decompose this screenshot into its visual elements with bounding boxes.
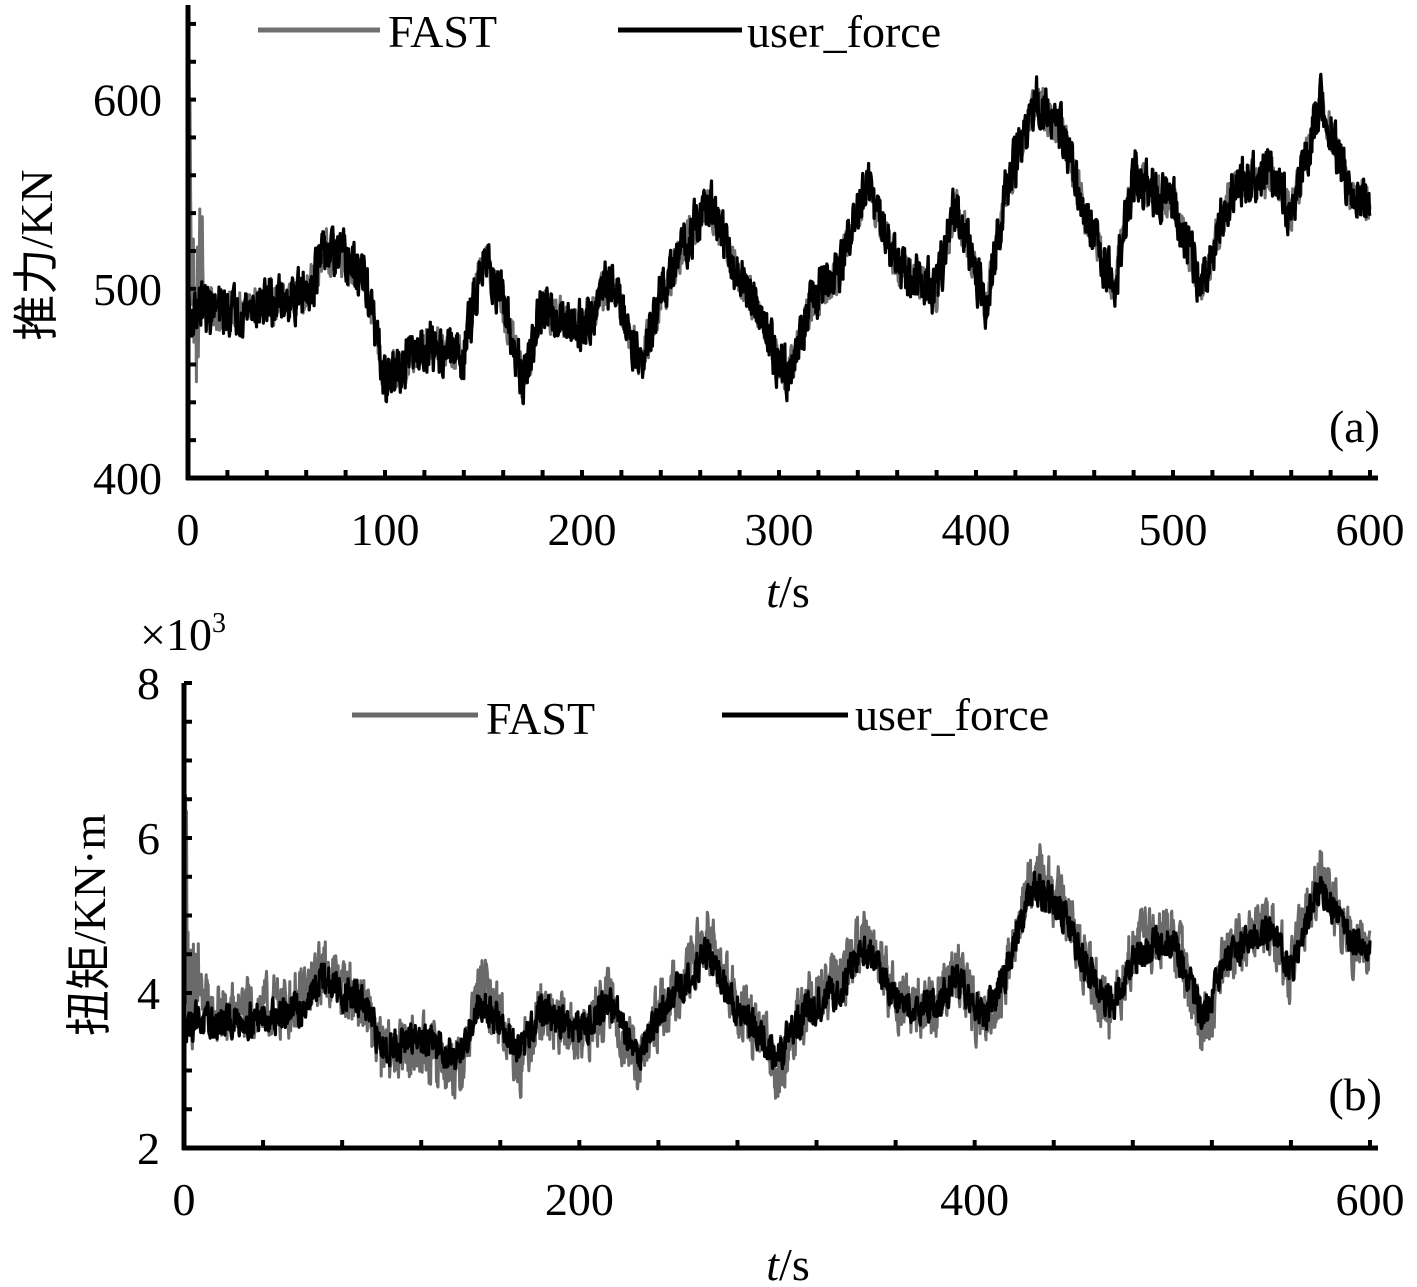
chart-a-ticks bbox=[188, 21, 1372, 478]
chart-b-series-user-force bbox=[182, 870, 1372, 1071]
chart-b-x-axis-title: t/s bbox=[766, 1239, 809, 1287]
chart-a-legend-label-fast: FAST bbox=[388, 6, 497, 57]
chart-a-x-tick-label: 500 bbox=[1139, 504, 1208, 555]
chart-b-panel-tag: (b) bbox=[1328, 1069, 1382, 1120]
chart-a-series-fast bbox=[186, 4, 1372, 399]
chart-b-legend-label-user-force: user_force bbox=[855, 689, 1049, 740]
chart-a-x-tick-label: 600 bbox=[1336, 504, 1405, 555]
chart-b-x-tick-label: 0 bbox=[173, 1174, 196, 1225]
chart-b-x-tick-label: 200 bbox=[545, 1174, 614, 1225]
chart-b-multiplier-base: ×10 bbox=[140, 609, 212, 660]
chart-a-y-tick-label: 600 bbox=[93, 75, 162, 126]
chart-a-tick-labels: 0 100 200 300 400 500 600 400 500 600 bbox=[93, 75, 1405, 555]
chart-a-legend-label-user-force: user_force bbox=[747, 6, 941, 57]
chart-a-series-user-force bbox=[186, 72, 1372, 406]
chart-a-x-axis-unit: /s bbox=[779, 566, 810, 617]
chart-b-tick-labels: 0 200 400 600 2 4 6 8 bbox=[137, 658, 1405, 1225]
chart-b-multiplier: ×103 bbox=[140, 608, 226, 660]
chart-a-x-tick-label: 400 bbox=[942, 504, 1011, 555]
chart-a-y-tick-label: 400 bbox=[93, 453, 162, 504]
chart-a-x-tick-label: 200 bbox=[548, 504, 617, 555]
chart-b-x-tick-label: 400 bbox=[940, 1174, 1009, 1225]
chart-b-y-tick-label: 4 bbox=[137, 968, 160, 1019]
chart-a-x-axis-title: t/s bbox=[766, 566, 809, 617]
chart-a-x-tick-label: 100 bbox=[351, 504, 420, 555]
chart-b-y-tick-label: 6 bbox=[137, 813, 160, 864]
chart-b-series-lines bbox=[182, 754, 1372, 1100]
chart-a-y-axis-title: 推力/KN bbox=[11, 169, 62, 340]
chart-a-x-tick-label: 0 bbox=[177, 504, 200, 555]
chart-a-y-tick-label: 500 bbox=[93, 264, 162, 315]
chart-a-x-axis-var: t bbox=[766, 566, 780, 617]
chart-panel-a: 0 100 200 300 400 500 600 400 500 600 FAST user_f… bbox=[11, 4, 1405, 617]
chart-a-series-lines bbox=[186, 4, 1372, 406]
chart-a-x-tick-label: 300 bbox=[745, 504, 814, 555]
chart-b-y-axis-title: 扭矩/KN·m bbox=[64, 814, 115, 1037]
chart-b-x-axis-var: t bbox=[766, 1239, 780, 1287]
chart-a-legend: FAST user_force bbox=[258, 6, 941, 57]
chart-a-panel-tag: (a) bbox=[1329, 401, 1380, 452]
chart-b-x-axis-unit: /s bbox=[779, 1239, 810, 1287]
chart-b-legend-label-fast: FAST bbox=[486, 693, 595, 744]
chart-b-multiplier-exp: 3 bbox=[212, 608, 226, 639]
chart-b-ticks bbox=[184, 681, 1372, 1148]
chart-a-axes bbox=[185, 5, 1378, 481]
chart-b-x-tick-label: 600 bbox=[1336, 1174, 1405, 1225]
chart-b-y-tick-label: 8 bbox=[137, 658, 160, 709]
chart-b-legend: FAST user_force bbox=[352, 689, 1049, 744]
chart-b-y-tick-label: 2 bbox=[137, 1123, 160, 1174]
